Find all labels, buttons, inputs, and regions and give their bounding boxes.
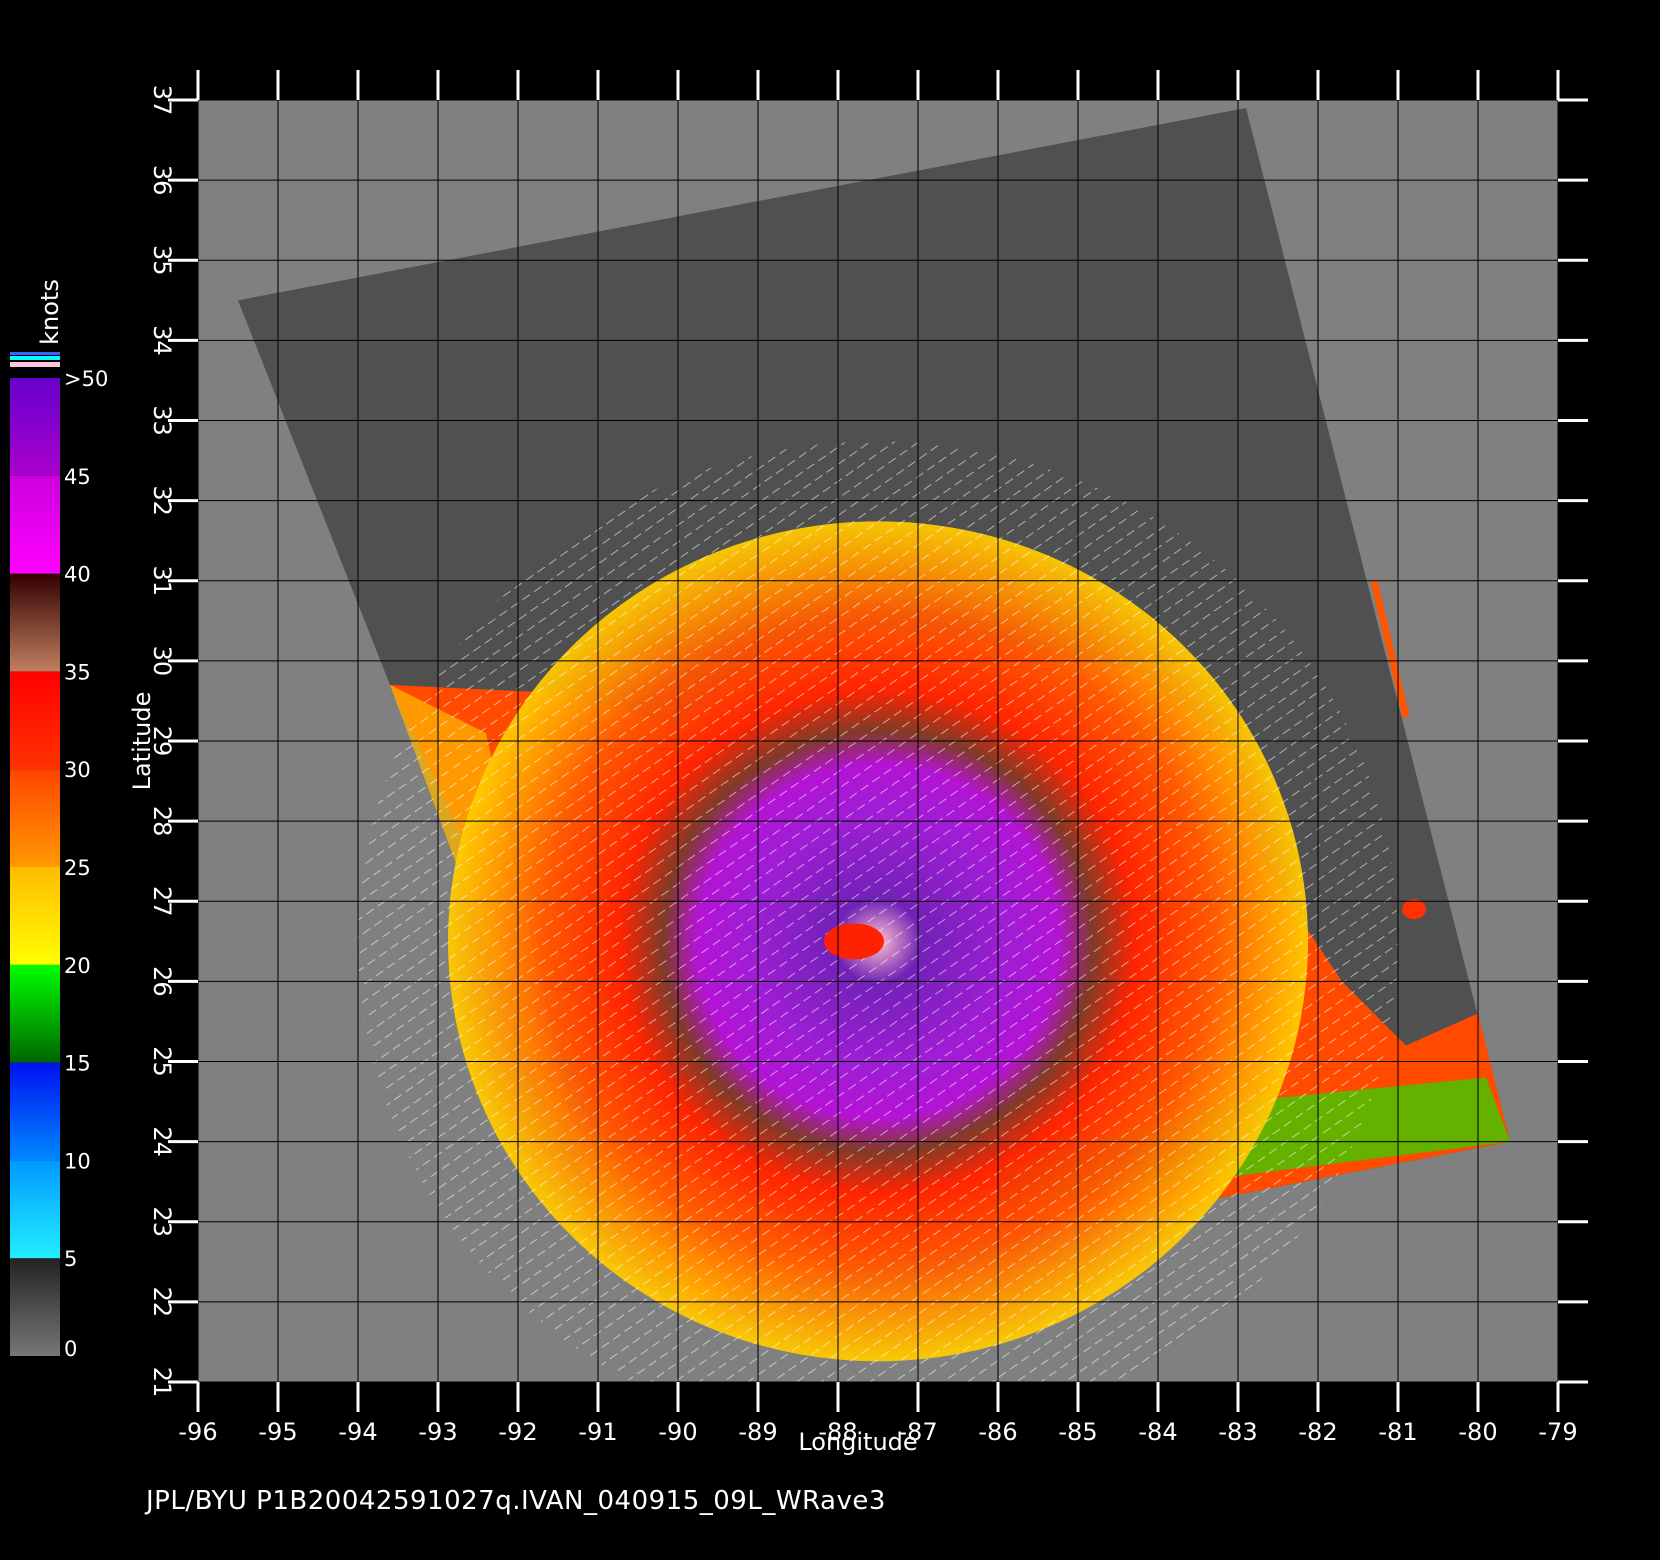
x-tick-label: -79 bbox=[1538, 1418, 1577, 1446]
colorbar-tick-label: >50 bbox=[64, 367, 108, 391]
colorbar-tick-label: 45 bbox=[64, 465, 91, 489]
x-tick-label: -90 bbox=[658, 1418, 697, 1446]
y-tick-label: 24 bbox=[148, 1126, 176, 1157]
wind-barbs bbox=[358, 441, 1398, 1382]
x-tick-label: -84 bbox=[1138, 1418, 1177, 1446]
y-tick-label: 25 bbox=[148, 1046, 176, 1077]
x-tick-label: -95 bbox=[258, 1418, 297, 1446]
y-tick-label: 30 bbox=[148, 646, 176, 677]
y-tick-label: 28 bbox=[148, 806, 176, 837]
x-tick-label: -81 bbox=[1378, 1418, 1417, 1446]
colorbar-tick-label: 5 bbox=[64, 1247, 77, 1271]
colorbar-band bbox=[10, 475, 60, 574]
colorbar-label: knots bbox=[36, 279, 64, 345]
colorbar-band bbox=[10, 378, 60, 476]
colorbar-band bbox=[10, 573, 60, 672]
colorbar-band bbox=[10, 1160, 60, 1259]
x-tick-label: -88 bbox=[818, 1418, 857, 1446]
colorbar-tick-label: 40 bbox=[64, 563, 91, 587]
x-tick-label: -89 bbox=[738, 1418, 777, 1446]
y-tick-label: 36 bbox=[148, 165, 176, 196]
y-tick-label: 27 bbox=[148, 886, 176, 917]
x-tick-label: -82 bbox=[1298, 1418, 1337, 1446]
x-tick-label: -86 bbox=[978, 1418, 1017, 1446]
colorbar-tick-label: 35 bbox=[64, 660, 91, 684]
colorbar-band bbox=[10, 769, 60, 867]
x-tick-label: -93 bbox=[418, 1418, 457, 1446]
colorbar-band bbox=[10, 671, 60, 770]
colorbar-band bbox=[10, 1258, 60, 1356]
y-tick-label: 34 bbox=[148, 325, 176, 356]
colorbar-tick-label: 20 bbox=[64, 954, 91, 978]
y-tick-label: 32 bbox=[148, 485, 176, 516]
coastal-patch bbox=[1402, 899, 1426, 920]
y-tick-label: 37 bbox=[148, 85, 176, 116]
x-tick-label: -96 bbox=[178, 1418, 217, 1446]
y-tick-label: 29 bbox=[148, 726, 176, 757]
colorbar-band bbox=[10, 964, 60, 1063]
y-tick-label: 35 bbox=[148, 245, 176, 276]
x-tick-label: -83 bbox=[1218, 1418, 1257, 1446]
storm-eye bbox=[824, 923, 884, 960]
colorbar-tick-label: 25 bbox=[64, 856, 91, 880]
x-tick-label: -87 bbox=[898, 1418, 937, 1446]
y-tick-label: 21 bbox=[148, 1367, 176, 1398]
colorbar-tick-label: 0 bbox=[64, 1337, 77, 1361]
colorbar-band bbox=[10, 867, 60, 965]
colorbar-cap-pink bbox=[10, 362, 60, 367]
colorbar-tick-label: 10 bbox=[64, 1149, 91, 1173]
colorbar-cap-cyan bbox=[10, 356, 60, 360]
y-tick-label: 26 bbox=[148, 966, 176, 997]
colorbar-band bbox=[10, 1062, 60, 1161]
y-tick-label: 33 bbox=[148, 405, 176, 436]
coastal-strip bbox=[1370, 579, 1410, 718]
y-tick-label: 22 bbox=[148, 1287, 176, 1318]
footer-caption: JPL/BYU P1B20042591027q.IVAN_040915_09L_… bbox=[146, 1486, 886, 1516]
colorbar-tick-label: 15 bbox=[64, 1052, 91, 1076]
x-tick-label: -92 bbox=[498, 1418, 537, 1446]
y-axis-label: Latitude bbox=[128, 692, 156, 791]
x-tick-label: -85 bbox=[1058, 1418, 1097, 1446]
x-axis-label: Longitude bbox=[798, 1428, 917, 1456]
x-tick-label: -94 bbox=[338, 1418, 377, 1446]
y-tick-label: 31 bbox=[148, 565, 176, 596]
x-tick-label: -91 bbox=[578, 1418, 617, 1446]
x-tick-label: -80 bbox=[1458, 1418, 1497, 1446]
colorbar-cap-blue bbox=[10, 352, 60, 355]
colorbar-tick-label: 30 bbox=[64, 758, 91, 782]
y-tick-label: 23 bbox=[148, 1206, 176, 1237]
